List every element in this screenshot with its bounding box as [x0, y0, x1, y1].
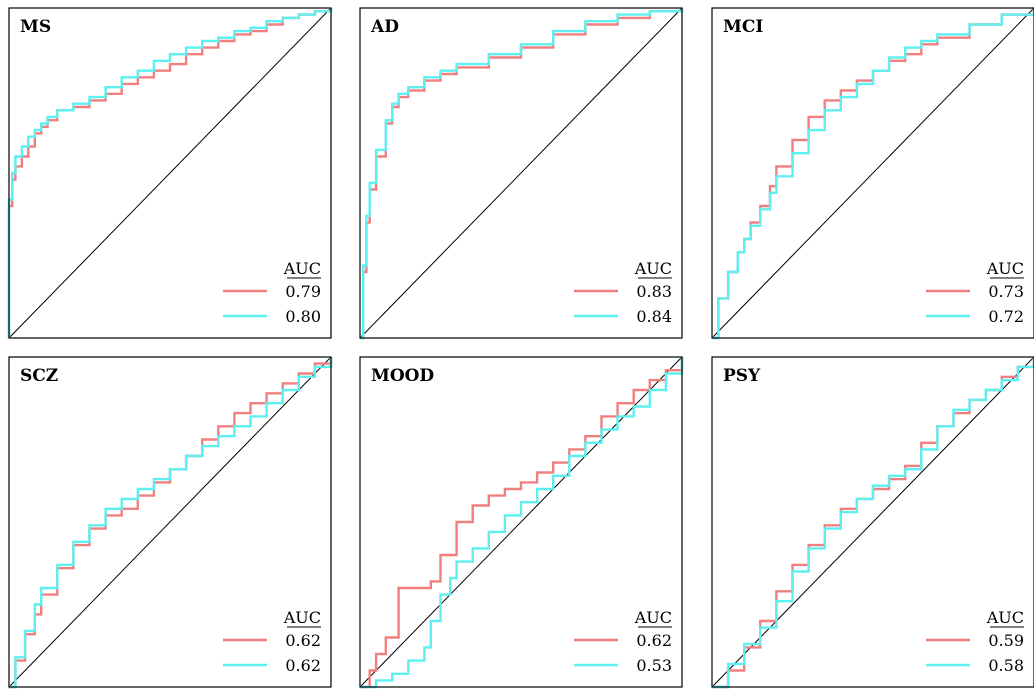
roc-panel-ad: AD AUC 0.83 0.84	[359, 7, 684, 340]
roc-curve-series-2	[7, 8, 333, 338]
legend-header: AUC	[283, 259, 321, 278]
legend-header: AUC	[634, 259, 672, 278]
legend-auc-series-2: 0.58	[988, 656, 1024, 675]
panel-frame	[359, 7, 683, 339]
panel-title: MCI	[723, 17, 763, 37]
legend-header: AUC	[986, 259, 1024, 278]
panel-title: AD	[370, 17, 399, 37]
legend-auc-series-2: 0.72	[988, 307, 1024, 326]
roc-curve-series-1	[360, 357, 684, 689]
legend-auc-series-2: 0.80	[285, 307, 321, 326]
roc-panel-mood: MOOD AUC 0.62 0.53	[359, 356, 684, 689]
panel-frame	[711, 356, 1034, 688]
roc-curve-series-2	[712, 357, 1034, 689]
roc-curve-series-2	[9, 357, 333, 689]
legend-auc-series-1: 0.62	[636, 631, 672, 650]
panel-title: MS	[20, 17, 51, 37]
legend-auc-series-1: 0.79	[285, 282, 321, 301]
legend-auc-series-2: 0.62	[285, 656, 321, 675]
legend-auc-series-1: 0.59	[988, 631, 1024, 650]
panel-frame	[8, 7, 332, 339]
roc-curve-series-2	[360, 357, 684, 689]
roc-panel-mci: MCI AUC 0.73 0.72	[711, 7, 1034, 340]
roc-panel-ms: MS AUC 0.79 0.80	[7, 7, 333, 339]
chance-diagonal	[711, 7, 1034, 339]
panel-frame	[711, 7, 1034, 339]
roc-panel-scz: SCZ AUC 0.62 0.62	[8, 356, 333, 689]
legend-auc-series-1: 0.73	[988, 282, 1024, 301]
legend-header: AUC	[986, 608, 1024, 627]
chance-diagonal	[359, 356, 683, 688]
roc-curve-series-2	[712, 8, 1034, 340]
roc-panel-psy: PSY AUC 0.59 0.58	[711, 356, 1034, 689]
legend-auc-series-2: 0.53	[636, 656, 672, 675]
chance-diagonal	[359, 7, 683, 339]
panel-title: MOOD	[371, 366, 434, 386]
legend-auc-series-2: 0.84	[636, 307, 672, 326]
panel-title: SCZ	[20, 366, 58, 386]
chance-diagonal	[8, 7, 332, 339]
chance-diagonal	[8, 356, 332, 688]
roc-curve-series-2	[360, 8, 684, 340]
chance-diagonal	[711, 356, 1034, 688]
legend-header: AUC	[634, 608, 672, 627]
panel-frame	[8, 356, 332, 688]
legend-header: AUC	[283, 608, 321, 627]
panel-title: PSY	[723, 366, 761, 386]
legend-auc-series-1: 0.62	[285, 631, 321, 650]
panel-frame	[359, 356, 683, 688]
legend-auc-series-1: 0.83	[636, 282, 672, 301]
